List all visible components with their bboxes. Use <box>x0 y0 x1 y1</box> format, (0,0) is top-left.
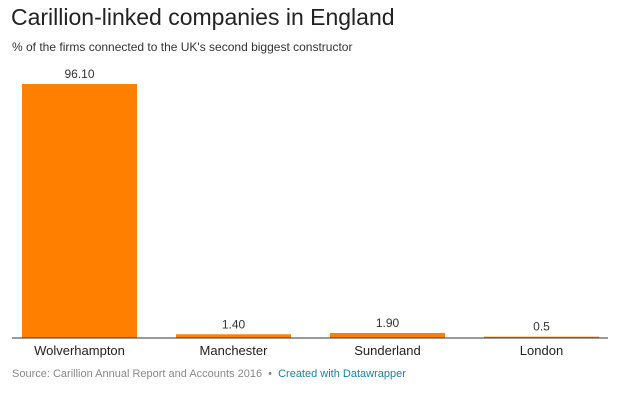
chart-title: Carillion-linked companies in England <box>11 4 395 30</box>
datawrapper-credit-link[interactable]: Created with Datawrapper <box>278 368 406 380</box>
value-label-sunderland: 1.90 <box>376 316 400 330</box>
source-text: Source: Carillion Annual Report and Acco… <box>12 368 263 380</box>
category-label-manchester: Manchester <box>200 343 269 358</box>
value-label-london: 0.5 <box>533 320 550 334</box>
bar-chart: 96.10 1.40 1.90 0.5 Wolverhampton Manchester… <box>12 67 608 358</box>
bar-wolverhampton <box>22 84 137 338</box>
category-label-london: London <box>520 343 563 358</box>
value-labels-group: 96.10 1.40 1.90 0.5 <box>64 67 550 334</box>
chart-subtitle: % of the firms connected to the UK's sec… <box>12 40 353 54</box>
category-label-wolverhampton: Wolverhampton <box>34 343 125 358</box>
value-label-wolverhampton: 96.10 <box>64 67 94 81</box>
chart-footer: Source: Carillion Annual Report and Acco… <box>12 368 406 380</box>
bar-manchester <box>176 334 291 338</box>
footer-separator: • <box>268 368 273 380</box>
bars-group <box>22 84 599 338</box>
bar-sunderland <box>330 332 445 338</box>
bar-london <box>484 336 599 338</box>
category-label-sunderland: Sunderland <box>354 343 421 358</box>
category-labels-group: Wolverhampton Manchester Sunderland London <box>34 343 563 358</box>
value-label-manchester: 1.40 <box>222 317 246 331</box>
